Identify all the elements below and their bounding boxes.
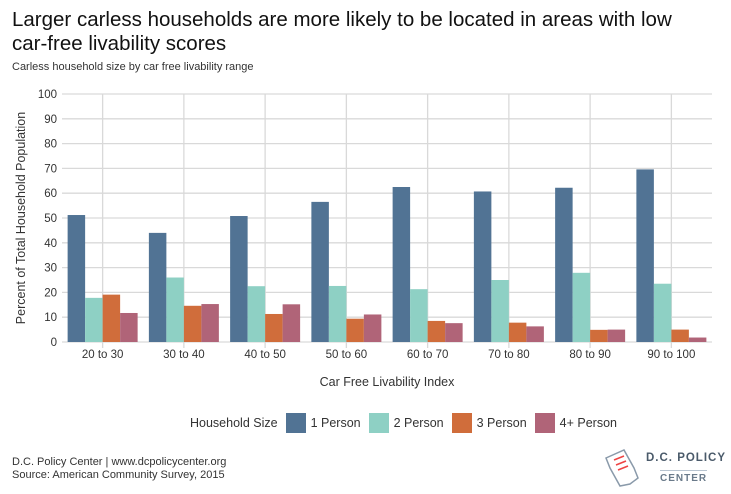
x-tick-label: 90 to 100 <box>647 349 695 361</box>
legend-item: 2 Person <box>368 413 444 433</box>
bar-2-person <box>166 277 184 342</box>
logo-line1: D.C. POLICY <box>646 452 727 464</box>
bar-4-person <box>363 314 382 342</box>
bar-2-person <box>572 272 591 342</box>
dc-policy-center-logo: D.C. POLICY CENTER <box>600 448 725 488</box>
y-tick-label: 50 <box>44 213 57 225</box>
bar-4-person <box>120 312 138 342</box>
bar-1-person <box>392 187 411 342</box>
legend-swatch <box>451 413 472 433</box>
bar-3-person <box>671 329 689 342</box>
x-tick-label: 50 to 60 <box>326 349 368 361</box>
bar-2-person <box>653 283 672 342</box>
bar-4-person <box>282 304 301 342</box>
y-tick-label: 10 <box>44 312 57 324</box>
bar-3-person <box>183 305 202 342</box>
y-tick-label: 40 <box>44 238 57 250</box>
bar-3-person <box>265 313 283 342</box>
bar-1-person <box>67 215 86 342</box>
chart-subtitle: Carless household size by car free livab… <box>12 61 254 73</box>
bar-2-person <box>328 285 347 342</box>
x-tick-label: 70 to 80 <box>488 349 530 361</box>
x-tick-label: 30 to 40 <box>163 349 205 361</box>
bar-2-person <box>85 297 103 342</box>
y-tick-label: 70 <box>44 163 57 175</box>
legend-item: 3 Person <box>451 413 527 433</box>
bar-3-person <box>102 294 121 342</box>
bar-3-person <box>590 329 608 342</box>
bar-2-person <box>491 280 509 342</box>
bar-1-person <box>473 191 492 342</box>
legend-label: 4+ Person <box>559 416 617 430</box>
legend-label: 3 Person <box>476 416 527 430</box>
logo-line2: CENTER <box>660 470 708 484</box>
bar-4-person <box>607 329 626 342</box>
legend-label: 1 Person <box>310 416 361 430</box>
bar-2-person <box>410 289 428 342</box>
bar-4-person <box>526 326 544 342</box>
bar-3-person <box>508 322 527 342</box>
x-tick-label: 80 to 90 <box>569 349 611 361</box>
chart-title: Larger carless households are more likel… <box>12 8 672 55</box>
y-tick-label: 60 <box>44 188 57 200</box>
source-line: Source: American Community Survey, 2015 <box>12 469 225 481</box>
legend-title: Household Size <box>190 416 278 430</box>
x-tick-label: 20 to 30 <box>82 349 124 361</box>
y-axis-title: Percent of Total Household Population <box>14 112 28 324</box>
x-tick-label: 60 to 70 <box>407 349 449 361</box>
bar-4-person <box>688 337 707 342</box>
bar-1-person <box>311 201 329 342</box>
legend: Household Size 1 Person 2 Person 3 Person 4… <box>190 413 625 433</box>
legend-swatch <box>285 413 306 433</box>
document-map-icon <box>605 449 639 487</box>
legend-label: 2 Person <box>393 416 444 430</box>
bar-4-person <box>201 304 219 342</box>
legend-item: 4+ Person <box>534 413 617 433</box>
legend-swatch <box>534 413 555 433</box>
bar-1-person <box>148 232 167 342</box>
x-tick-label: 40 to 50 <box>244 349 286 361</box>
credit-line: D.C. Policy Center | www.dcpolicycenter.… <box>12 456 227 468</box>
y-tick-label: 100 <box>38 89 57 101</box>
bar-2-person <box>247 286 266 342</box>
legend-item: 1 Person <box>285 413 361 433</box>
y-tick-label: 0 <box>51 337 57 349</box>
x-axis-title: Car Free Livability Index <box>320 375 456 389</box>
bar-1-person <box>555 187 573 342</box>
bar-4-person <box>445 323 463 342</box>
bar-3-person <box>346 318 364 342</box>
bar-chart: 0 10 20 30 40 50 60 70 80 90 100 20 to 30 30 to 40 40… <box>14 89 712 389</box>
y-tick-label: 80 <box>44 139 57 151</box>
bar-1-person <box>230 216 248 342</box>
y-tick-label: 30 <box>44 263 57 275</box>
y-tick-label: 20 <box>44 287 57 299</box>
y-tick-label: 90 <box>44 114 57 126</box>
source-note: D.C. Policy Center | www.dcpolicycenter.… <box>12 456 226 482</box>
bar-1-person <box>636 169 654 342</box>
legend-swatch <box>368 413 389 433</box>
bar-3-person <box>427 320 446 342</box>
